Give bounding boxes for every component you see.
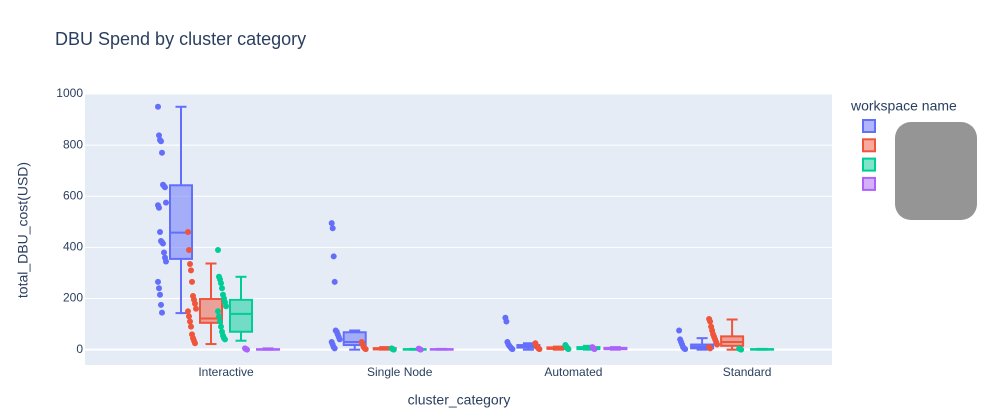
data-point bbox=[158, 138, 164, 145]
data-point bbox=[156, 204, 162, 211]
data-point bbox=[417, 346, 424, 353]
data-point bbox=[157, 229, 163, 236]
data-point bbox=[186, 313, 192, 320]
data-point bbox=[362, 346, 369, 353]
y-tick-label: 800 bbox=[63, 137, 83, 151]
data-point bbox=[215, 308, 221, 315]
x-tick-label: Automated bbox=[544, 365, 602, 379]
legend-swatch bbox=[862, 119, 876, 133]
data-point bbox=[503, 318, 510, 325]
data-point bbox=[163, 258, 169, 265]
data-point bbox=[158, 301, 164, 308]
data-point bbox=[591, 346, 598, 353]
data-point bbox=[163, 199, 169, 206]
data-point bbox=[331, 345, 338, 352]
y-tick-label: 600 bbox=[63, 188, 83, 202]
data-point bbox=[161, 249, 167, 256]
data-point bbox=[219, 285, 225, 292]
y-tick-label: 200 bbox=[63, 291, 83, 305]
data-point bbox=[218, 280, 224, 287]
data-point bbox=[162, 184, 168, 191]
y-tick-label: 400 bbox=[63, 240, 83, 254]
data-point bbox=[186, 246, 192, 253]
data-point bbox=[738, 346, 745, 353]
x-tick-label: Interactive bbox=[198, 365, 254, 379]
y-tick-label: 0 bbox=[76, 342, 83, 356]
data-point bbox=[185, 229, 191, 236]
data-point bbox=[331, 278, 338, 285]
data-point bbox=[330, 253, 337, 260]
data-point bbox=[188, 267, 194, 274]
data-point bbox=[244, 346, 250, 353]
data-point bbox=[159, 149, 165, 156]
data-point bbox=[156, 285, 162, 292]
redacted-area bbox=[895, 122, 977, 220]
data-point bbox=[682, 346, 689, 353]
y-axis-label: total_DBU_cost(USD) bbox=[15, 162, 31, 298]
data-point bbox=[707, 345, 714, 352]
legend-swatch bbox=[862, 176, 876, 191]
legend-swatch bbox=[862, 138, 876, 153]
data-point bbox=[185, 308, 191, 315]
data-point bbox=[187, 261, 193, 268]
data-point bbox=[329, 225, 336, 232]
data-point bbox=[707, 318, 714, 325]
data-point bbox=[156, 132, 162, 139]
data-point bbox=[217, 318, 223, 325]
chart-title: DBU Spend by cluster category bbox=[55, 29, 306, 49]
data-point bbox=[336, 336, 343, 343]
data-point bbox=[160, 240, 166, 247]
data-point bbox=[155, 278, 161, 285]
data-point bbox=[188, 323, 194, 330]
data-point bbox=[676, 327, 683, 334]
data-point bbox=[193, 305, 199, 312]
x-tick-label: Standard bbox=[723, 365, 772, 379]
data-point bbox=[189, 278, 195, 285]
data-point bbox=[565, 346, 572, 353]
data-point bbox=[714, 341, 721, 348]
data-point bbox=[157, 291, 163, 298]
data-point bbox=[155, 103, 161, 110]
box bbox=[229, 298, 253, 333]
data-point bbox=[536, 346, 543, 353]
data-point bbox=[215, 246, 221, 253]
data-point bbox=[222, 336, 228, 343]
x-axis-label: cluster_category bbox=[408, 392, 511, 408]
data-point bbox=[192, 300, 198, 307]
data-point bbox=[216, 313, 222, 320]
data-point bbox=[159, 309, 165, 316]
box bbox=[169, 184, 193, 260]
plot-area bbox=[85, 94, 832, 365]
data-point bbox=[223, 303, 229, 310]
data-point bbox=[187, 318, 193, 325]
x-tick-label: Single Node bbox=[367, 365, 433, 379]
data-point bbox=[509, 346, 516, 353]
legend-swatch bbox=[862, 157, 876, 172]
data-point bbox=[218, 323, 224, 330]
data-point bbox=[390, 346, 397, 353]
data-point bbox=[192, 340, 198, 347]
y-tick-label: 1000 bbox=[56, 86, 83, 100]
legend-title: workspace name bbox=[850, 98, 957, 114]
data-point bbox=[328, 220, 335, 227]
